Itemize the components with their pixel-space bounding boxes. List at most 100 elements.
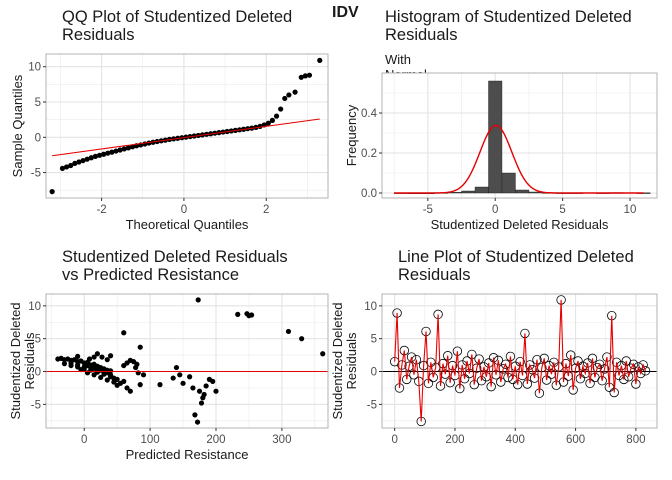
y-tick-label: -5 [31, 399, 41, 411]
plot-border [45, 293, 329, 429]
qq-point [80, 157, 86, 164]
residual-point [299, 336, 305, 342]
y-tick-label: 0.2 [361, 148, 377, 160]
residual-point [104, 357, 110, 363]
residual-point [173, 364, 180, 371]
x-tick-label: 0 [492, 204, 498, 216]
y-tick-label: 0.0 [361, 188, 377, 200]
residual-point [190, 385, 196, 391]
residual-point [94, 351, 100, 357]
x-tick-label: 5 [559, 204, 565, 216]
y-axis-title-line: Sample Quantiles [10, 74, 25, 177]
qq-point [125, 145, 131, 151]
x-tick-label: -5 [423, 204, 433, 216]
qq-point [105, 150, 111, 156]
residuals-vs-predicted-title: Studentized Deleted Residuals vs Predict… [62, 248, 288, 284]
plot-border [381, 72, 658, 199]
line-plot-title: Line Plot of Studentized Deleted Residua… [398, 248, 634, 284]
y-axis-title: Studentized DeletedResiduals [8, 302, 37, 419]
histogram-bar [515, 189, 530, 194]
residual-point [213, 388, 219, 394]
residual-point [210, 378, 216, 384]
y-tick-label: 0 [35, 367, 41, 379]
y-axis-title-line: Studentized Deleted [8, 302, 23, 419]
axes: 0 200 400 600 800 -5 0 5 10 Studentized DeletedRe… [330, 293, 658, 446]
x-tick-label: 200 [206, 434, 225, 446]
qq-point [121, 146, 127, 152]
residual-point [84, 362, 91, 369]
qq-point [265, 120, 271, 126]
residual-point [75, 362, 81, 368]
y-tick-label: 0.4 [361, 108, 378, 120]
qq-point [113, 148, 119, 154]
residual-point [111, 379, 117, 385]
normal-pdf-curve [394, 124, 644, 194]
axes: -5 0 5 10 0.0 0.2 0.4 Studentized Deleted Resid… [344, 72, 658, 232]
qq-point [72, 160, 78, 167]
qq-point [298, 74, 304, 80]
x-tick-label: 300 [272, 434, 291, 446]
x-tick-label: 800 [626, 434, 645, 446]
y-tick-label: 0 [371, 367, 377, 379]
residual-point [68, 360, 74, 366]
residual-point [111, 375, 117, 381]
qq-point [88, 155, 94, 161]
y-axis-title-line: Studentized Deleted [330, 302, 345, 419]
y-tick-label: 5 [371, 334, 377, 346]
qq-point [101, 151, 107, 157]
qq-point [96, 152, 103, 158]
line-point [592, 362, 602, 373]
y-tick-label: 5 [35, 334, 41, 346]
residual-point [91, 365, 97, 371]
histogram-title: Histogram of Studentized Deleted Residua… [385, 8, 632, 44]
plot-area [382, 73, 657, 198]
y-axis-title: Sample Quantiles [10, 74, 25, 177]
residual-point [86, 356, 93, 362]
x-tick-label: 400 [506, 434, 525, 446]
residual-series-line [394, 299, 647, 422]
plot-background [46, 54, 328, 198]
qq-point [269, 117, 276, 123]
residual-point [140, 372, 147, 378]
qq-point [76, 159, 82, 165]
residual-point [137, 382, 143, 388]
qq-point [278, 106, 284, 112]
qq-plot-title: QQ Plot of Studentized Deleted Residuals [62, 8, 293, 44]
residual-point [133, 364, 139, 371]
residual-point [157, 382, 163, 388]
axes: 0 100 200 300 -5 0 5 10 Predicted Resistance Stud… [8, 293, 329, 462]
histogram-bar [488, 80, 503, 194]
plot-border [381, 293, 658, 429]
residual-point [180, 380, 186, 386]
y-tick-label: 10 [364, 301, 377, 313]
y-tick-label: 5 [35, 97, 41, 109]
histogram-bar [501, 172, 516, 194]
line-point [636, 368, 646, 379]
residual-point [195, 297, 201, 303]
y-axis-title-line: Residuals [22, 332, 37, 390]
line-point [404, 361, 414, 371]
line-point [575, 374, 586, 384]
line-point [527, 364, 537, 375]
residual-point [198, 400, 205, 406]
x-tick-label: 10 [624, 204, 637, 216]
x-tick-label: 600 [566, 434, 585, 446]
residual-point [285, 328, 292, 335]
residual-point [91, 354, 97, 360]
residual-point [61, 361, 68, 367]
qq-point [273, 113, 280, 119]
y-axis-title-line: Frequency [344, 104, 359, 166]
residual-point [75, 353, 81, 360]
residual-point [248, 312, 255, 318]
qq-reference-line [52, 118, 320, 157]
y-tick-label: 0 [35, 132, 41, 144]
residual-point [187, 374, 193, 380]
residual-point [170, 375, 176, 381]
x-axis-title: Studentized Deleted Residuals [431, 217, 609, 232]
residual-point [320, 351, 326, 357]
line-point [471, 363, 482, 373]
residual-point [121, 330, 127, 336]
qq-point [84, 156, 90, 162]
